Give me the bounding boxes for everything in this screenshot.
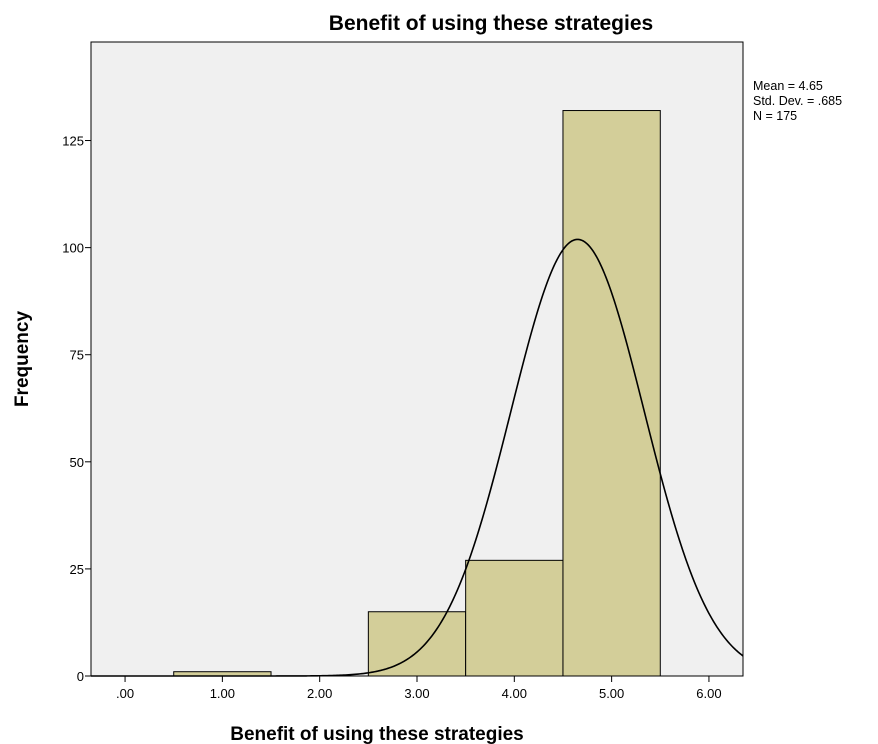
- chart-title: Benefit of using these strategies: [329, 12, 653, 35]
- y-tick-label-75: 75: [70, 348, 84, 363]
- histogram-bar-2: [367, 611, 467, 677]
- stat-mean: Mean = 4.65: [753, 79, 823, 93]
- y-tick-label-0: 0: [77, 669, 84, 684]
- x-tick-label-0: .00: [116, 686, 134, 701]
- histogram-bars: [173, 110, 661, 677]
- stats-annotation: Mean = 4.65 Std. Dev. = .685 N = 175: [753, 79, 842, 123]
- x-tick-label-6: 6.00: [696, 686, 721, 701]
- x-tick-label-3: 3.00: [404, 686, 429, 701]
- y-axis-title: Frequency: [12, 311, 33, 408]
- x-tick-label-1: 1.00: [210, 686, 235, 701]
- x-tick-label-2: 2.00: [307, 686, 332, 701]
- histogram-bar-4: [562, 110, 661, 677]
- x-axis-title: Benefit of using these strategies: [230, 724, 524, 744]
- x-axis: .00 1.00 2.00 3.00 4.00 5.00 6.00: [116, 676, 722, 701]
- y-tick-label-125: 125: [62, 134, 84, 149]
- stat-std-dev: Std. Dev. = .685: [753, 94, 842, 108]
- y-tick-label-100: 100: [62, 241, 84, 256]
- y-axis: 0 25 50 75 100 125: [62, 134, 91, 684]
- histogram-bar-3: [465, 559, 564, 677]
- y-tick-label-50: 50: [70, 455, 84, 470]
- x-tick-label-5: 5.00: [599, 686, 624, 701]
- y-tick-label-25: 25: [70, 562, 84, 577]
- x-tick-label-4: 4.00: [502, 686, 527, 701]
- stat-n: N = 175: [753, 109, 797, 123]
